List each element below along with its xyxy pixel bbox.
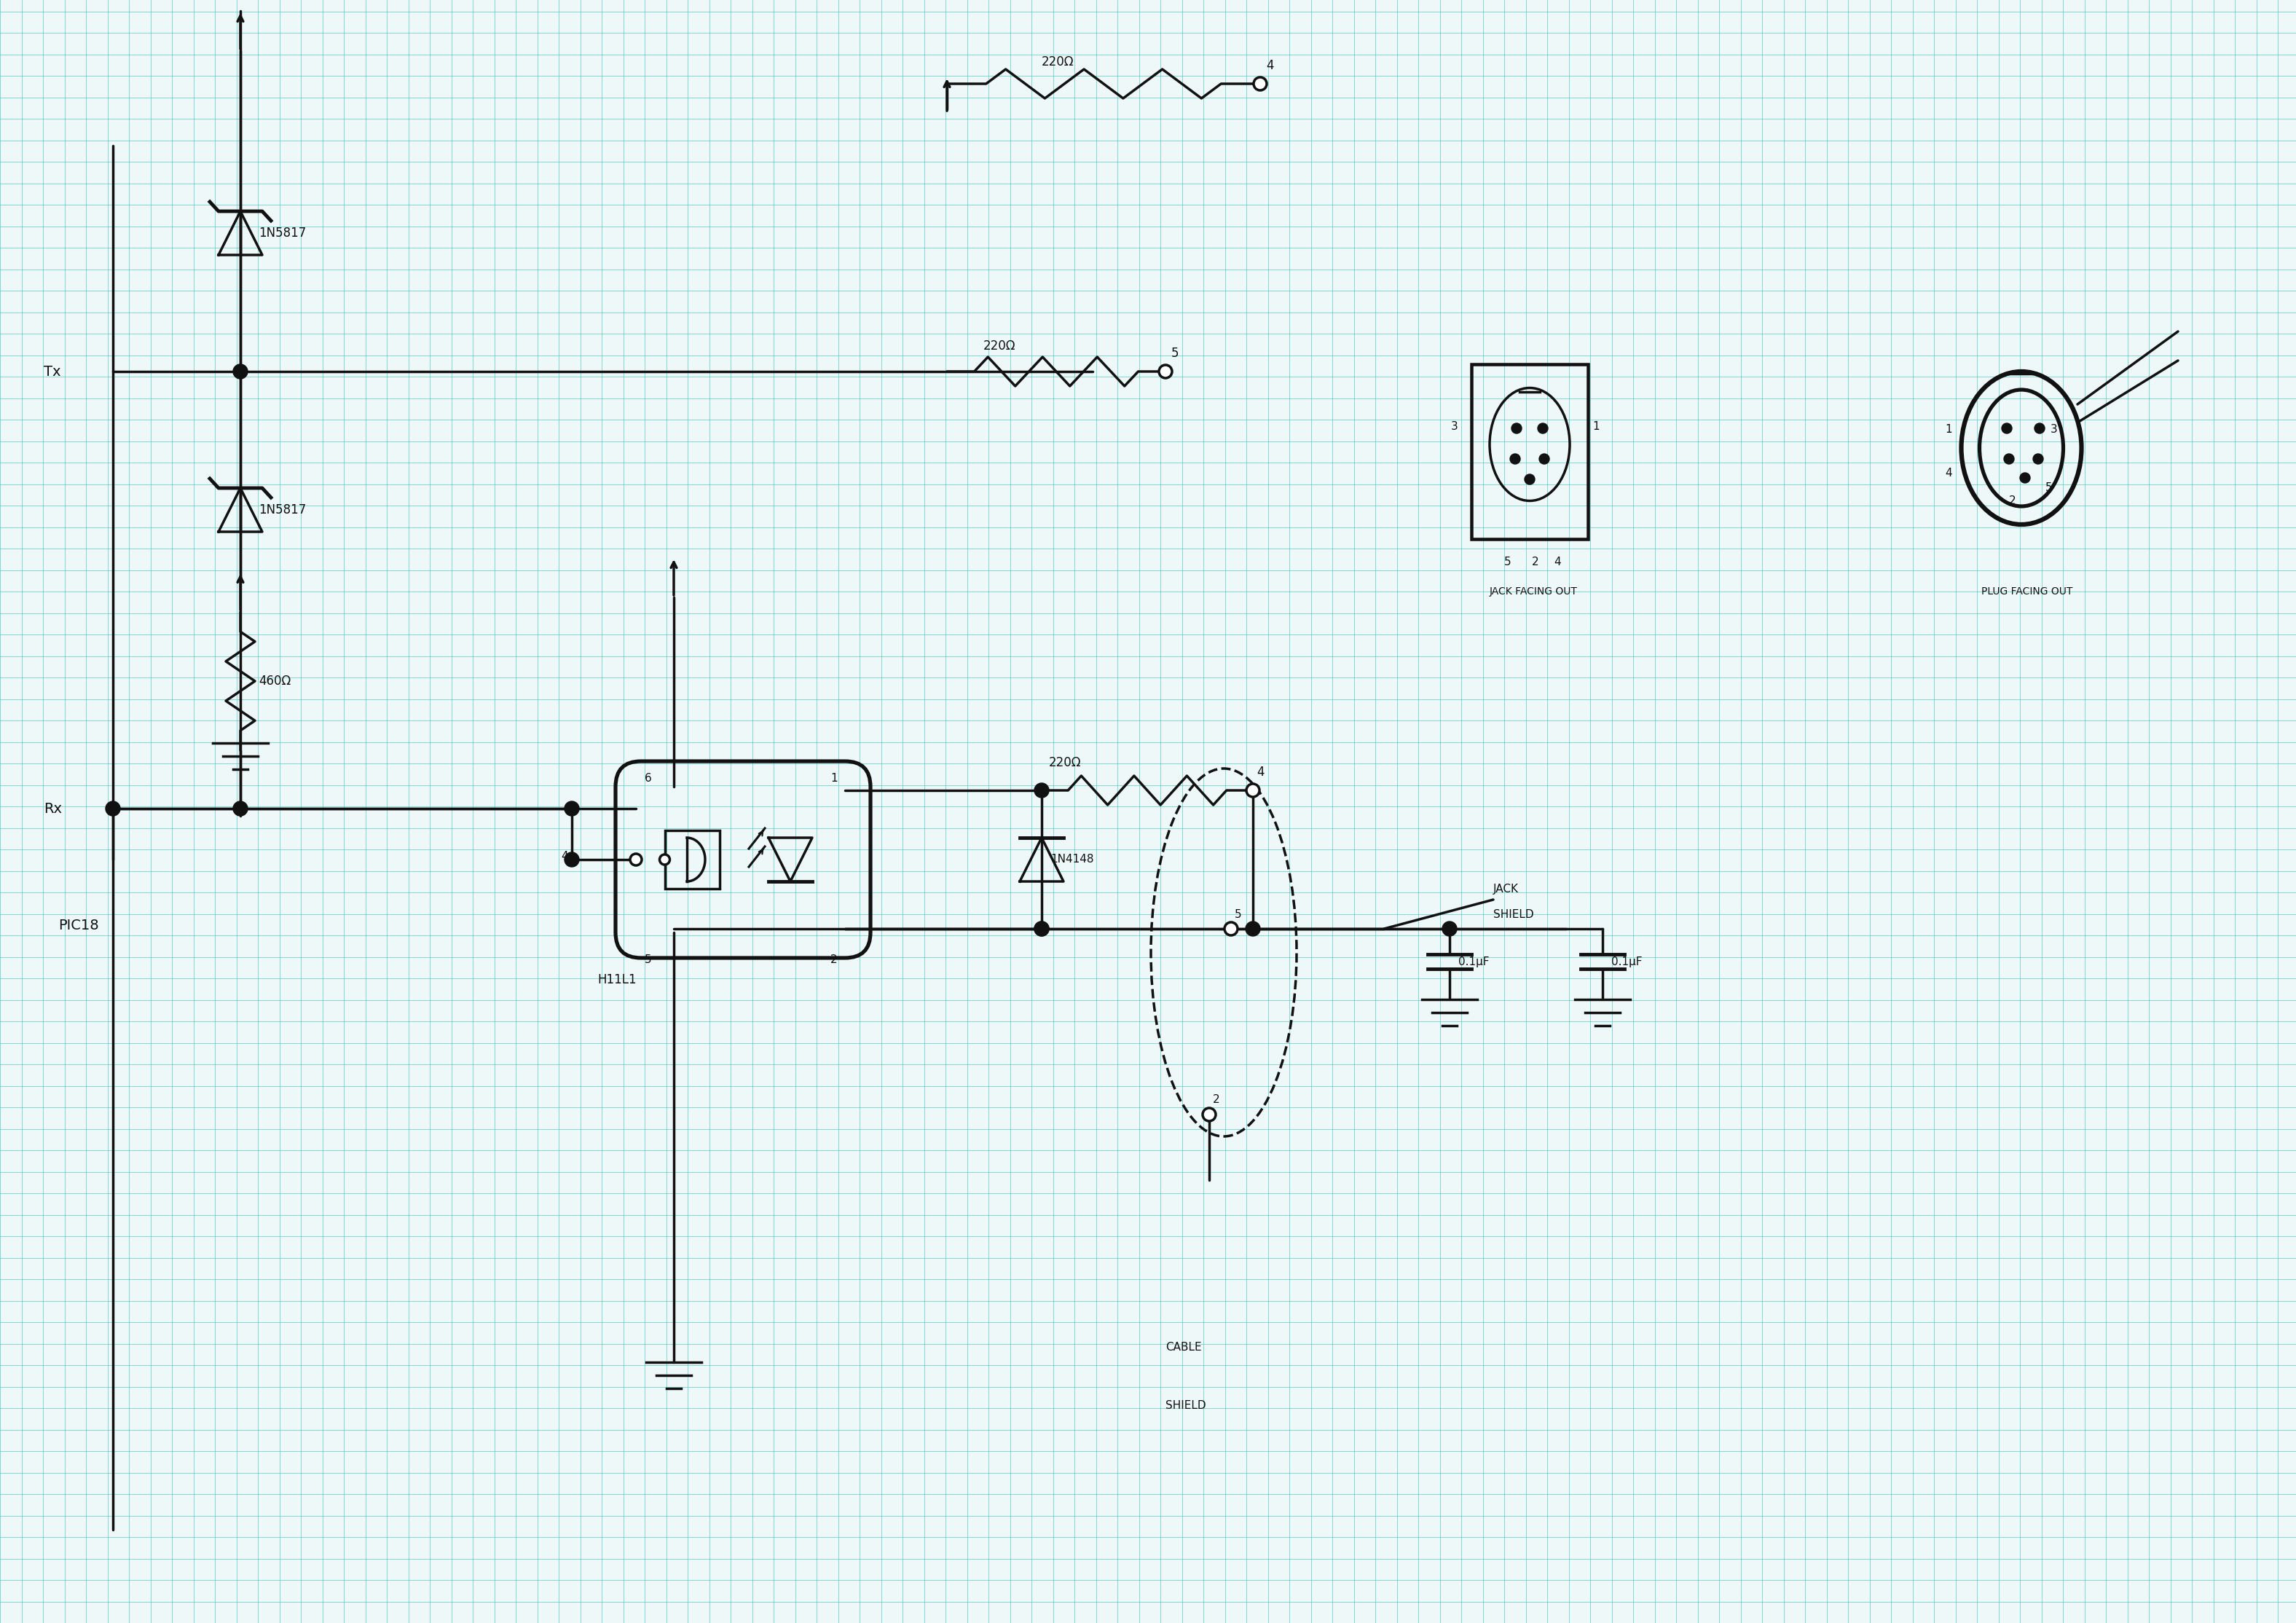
Text: 5: 5 [1504,557,1511,568]
Circle shape [1254,78,1267,91]
Circle shape [659,854,670,865]
Text: 2: 2 [831,954,838,966]
Circle shape [2032,454,2043,464]
Text: 4: 4 [1554,557,1561,568]
Text: 2: 2 [2009,495,2016,506]
Text: SHIELD: SHIELD [1166,1401,1205,1412]
Text: 220Ω: 220Ω [983,339,1015,352]
Text: 5: 5 [2046,482,2053,493]
Text: 3: 3 [1451,420,1458,432]
Circle shape [629,854,643,865]
Text: 5: 5 [1235,909,1242,920]
Circle shape [234,364,248,378]
Text: PLUG FACING OUT: PLUG FACING OUT [1981,586,2073,597]
Bar [664,831,719,889]
Text: 5: 5 [645,954,652,966]
Circle shape [565,852,579,867]
Circle shape [1159,365,1171,378]
Text: 2: 2 [1212,1094,1219,1105]
Circle shape [1224,922,1238,935]
Text: 2: 2 [1531,557,1538,568]
Text: Rx: Rx [44,802,62,815]
Circle shape [1247,784,1261,797]
Text: 0.1μF: 0.1μF [1612,956,1642,967]
Text: 4: 4 [1945,467,1952,479]
Text: 0.1μF: 0.1μF [1458,956,1490,967]
Text: JACK FACING OUT: JACK FACING OUT [1490,586,1577,597]
Circle shape [2002,424,2011,433]
Circle shape [1035,922,1049,936]
Circle shape [1442,922,1458,936]
Circle shape [2004,454,2014,464]
Circle shape [565,802,579,816]
Text: 1: 1 [1945,424,1952,435]
Text: PIC18: PIC18 [57,919,99,932]
Circle shape [1203,1109,1217,1121]
Text: SHIELD: SHIELD [1492,909,1534,920]
Bar [1472,364,1589,539]
Text: 460Ω: 460Ω [259,675,292,688]
Text: 5: 5 [1171,347,1178,360]
Circle shape [1525,474,1534,484]
Text: 1N4148: 1N4148 [1049,854,1093,865]
Text: 1N5817: 1N5817 [259,503,305,516]
Text: 1N5817: 1N5817 [259,227,305,240]
Circle shape [2020,472,2030,484]
Text: 4: 4 [1256,766,1265,779]
Circle shape [1511,454,1520,464]
Circle shape [106,802,119,816]
Text: Tx: Tx [44,365,60,378]
Circle shape [1247,922,1261,936]
Circle shape [1035,782,1049,797]
Text: JACK: JACK [1492,883,1518,894]
Circle shape [1035,922,1049,936]
Text: 220Ω: 220Ω [1049,756,1081,769]
Circle shape [1511,424,1522,433]
Text: 1: 1 [831,773,838,784]
Text: 6: 6 [645,773,652,784]
Text: 1: 1 [1593,420,1600,432]
Text: CABLE: CABLE [1166,1342,1201,1354]
Text: 220Ω: 220Ω [1042,55,1075,68]
Circle shape [1538,424,1548,433]
Circle shape [2034,424,2046,433]
Text: 4: 4 [560,850,567,862]
Circle shape [234,802,248,816]
Text: 3: 3 [2050,424,2057,435]
Text: H11L1: H11L1 [597,974,636,987]
Text: 4: 4 [1265,58,1274,71]
Circle shape [1538,454,1550,464]
